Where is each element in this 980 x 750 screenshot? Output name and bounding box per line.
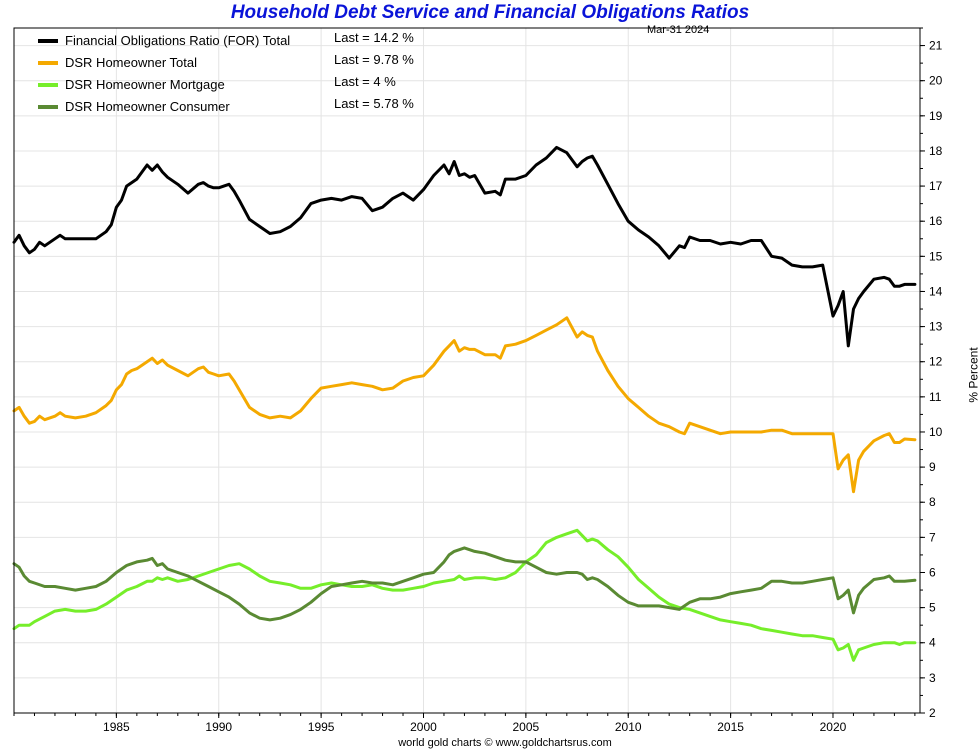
- last-value-dsr-total: Last = 9.78 %: [334, 52, 414, 67]
- plot-frame: [13, 27, 921, 714]
- legend-swatch-for-total: [38, 39, 58, 43]
- legend-swatch-dsr-total: [38, 61, 58, 65]
- y-tick-label: 9: [929, 460, 936, 474]
- y-tick-label: 5: [929, 601, 936, 615]
- y-tick-label: 11: [929, 390, 942, 404]
- y-tick-label: 17: [929, 179, 943, 193]
- y-tick-label: 15: [929, 249, 943, 263]
- legend-label-dsr-consumer: DSR Homeowner Consumer: [65, 99, 230, 114]
- y-axis-label: % Percent: [966, 347, 980, 403]
- x-tick-label: 2000: [410, 720, 437, 734]
- series-line-dsr-consumer: [12, 546, 917, 622]
- last-value-dsr-consumer: Last = 5.78 %: [334, 96, 414, 111]
- series-line-dsr-mortgage: [12, 528, 917, 662]
- grid-lines: [14, 28, 920, 714]
- legend-label-for-total: Financial Obligations Ratio (FOR) Total: [65, 33, 291, 48]
- last-value-for-total: Last = 14.2 %: [334, 30, 414, 45]
- x-tick-label: 1990: [205, 720, 232, 734]
- y-tick-label: 6: [929, 565, 936, 579]
- y-tick-label: 19: [929, 109, 943, 123]
- y-tick-label: 8: [929, 495, 936, 509]
- legend-label-dsr-mortgage: DSR Homeowner Mortgage: [65, 77, 225, 92]
- x-tick-label: 1985: [103, 720, 130, 734]
- y-tick-label: 7: [929, 530, 936, 544]
- x-tick-label: 2010: [615, 720, 642, 734]
- y-tick-label: 18: [929, 144, 943, 158]
- y-tick-label: 2: [929, 706, 936, 720]
- last-values: Last = 14.2 % Last = 9.78 % Last = 4 % L…: [334, 30, 414, 118]
- y-tick-label: 20: [929, 74, 943, 88]
- y-tick-label: 16: [929, 214, 943, 228]
- legend-swatch-dsr-mortgage: [38, 83, 58, 87]
- x-tick-label: 2020: [820, 720, 847, 734]
- y-tick-label: 12: [929, 355, 943, 369]
- last-value-dsr-mortgage: Last = 4 %: [334, 74, 396, 89]
- series-line-dsr-total: [12, 316, 917, 494]
- x-tick-label: 1995: [308, 720, 335, 734]
- date-label: Mar-31 2024: [647, 24, 710, 36]
- y-tick-label: 13: [929, 320, 943, 334]
- y-tick-label: 3: [929, 671, 936, 685]
- y-tick-label: 10: [929, 425, 943, 439]
- series-lines: [12, 145, 917, 662]
- y-tick-label: 21: [929, 39, 943, 53]
- y-tick-label: 4: [929, 636, 936, 650]
- axes: 2 3 4 5 6 7 8 9 10 11 12 13 14 15 16 17 18 19 20 21 1985 1990…: [13, 27, 943, 734]
- legend-swatch-dsr-consumer: [38, 105, 58, 109]
- x-tick-label: 2005: [513, 720, 540, 734]
- series-line-for-total: [12, 145, 917, 348]
- credit-text: world gold charts © www.goldchartsrus.co…: [398, 737, 612, 749]
- legend-label-dsr-total: DSR Homeowner Total: [65, 55, 197, 70]
- chart-title: Household Debt Service and Financial Obl…: [230, 2, 750, 23]
- x-tick-label: 2015: [717, 720, 744, 734]
- y-tick-label: 14: [929, 284, 943, 298]
